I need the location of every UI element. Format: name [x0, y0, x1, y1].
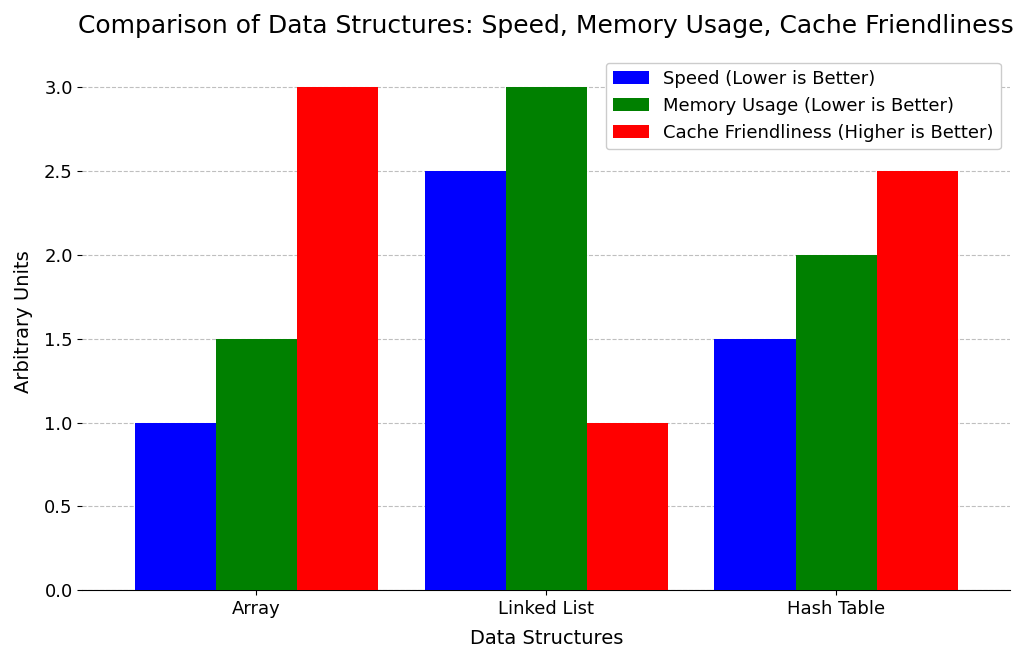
Bar	[506, 87, 587, 591]
Bar	[715, 339, 796, 591]
Bar	[877, 171, 957, 591]
Bar	[587, 422, 668, 591]
X-axis label: Data Structures: Data Structures	[470, 629, 623, 648]
Title: Comparison of Data Structures: Speed, Memory Usage, Cache Friendliness: Comparison of Data Structures: Speed, Me…	[79, 14, 1014, 38]
Bar	[216, 339, 297, 591]
Bar	[425, 171, 506, 591]
Bar	[796, 255, 877, 591]
Bar	[134, 422, 216, 591]
Y-axis label: Arbitrary Units: Arbitrary Units	[14, 251, 33, 393]
Legend: Speed (Lower is Better), Memory Usage (Lower is Better), Cache Friendliness (Hig: Speed (Lower is Better), Memory Usage (L…	[605, 63, 1001, 149]
Bar	[297, 87, 378, 591]
